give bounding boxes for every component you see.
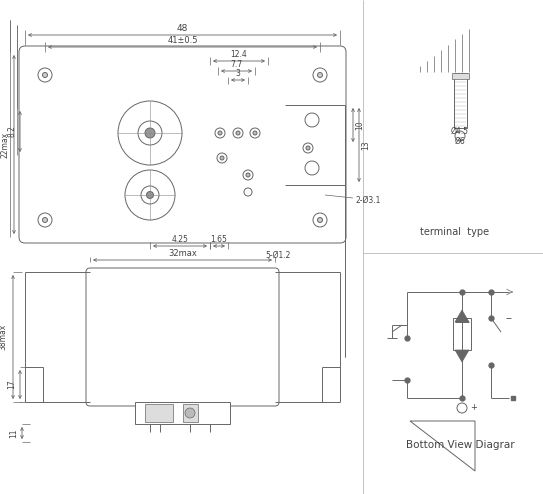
Bar	[285, 105, 345, 185]
Circle shape	[138, 121, 162, 145]
Circle shape	[313, 213, 327, 227]
Text: 2-Ø3.1: 2-Ø3.1	[355, 196, 381, 205]
Bar	[145, 404, 173, 422]
Text: 10: 10	[356, 120, 364, 130]
Circle shape	[215, 128, 225, 138]
Circle shape	[306, 146, 310, 150]
Bar	[452, 73, 469, 79]
Bar	[454, 73, 467, 128]
Text: 7.7: 7.7	[230, 60, 243, 70]
Circle shape	[303, 143, 313, 153]
Circle shape	[253, 131, 257, 135]
Circle shape	[305, 113, 319, 127]
Circle shape	[233, 128, 243, 138]
Circle shape	[118, 101, 182, 165]
Circle shape	[125, 170, 175, 220]
Circle shape	[42, 217, 47, 222]
Circle shape	[147, 192, 154, 199]
Circle shape	[145, 128, 155, 138]
Text: Ø6: Ø6	[454, 136, 465, 146]
Text: 4.25: 4.25	[172, 236, 188, 245]
Text: Ø4.5: Ø4.5	[451, 126, 469, 135]
FancyBboxPatch shape	[19, 46, 346, 243]
Polygon shape	[455, 350, 469, 362]
FancyBboxPatch shape	[86, 268, 279, 406]
Circle shape	[246, 173, 250, 177]
Text: 1.65: 1.65	[211, 236, 228, 245]
Text: 5-Ø1.2: 5-Ø1.2	[266, 250, 291, 259]
Text: 11: 11	[9, 428, 18, 438]
Bar	[183, 404, 198, 422]
Text: 8.2: 8.2	[8, 125, 16, 137]
Text: 41±0.5: 41±0.5	[167, 37, 198, 45]
Circle shape	[455, 131, 465, 141]
Bar	[453, 318, 471, 350]
Text: 32max: 32max	[168, 249, 197, 258]
Circle shape	[244, 188, 252, 196]
Circle shape	[318, 73, 323, 78]
Bar	[135, 402, 230, 424]
Text: 17: 17	[8, 380, 16, 389]
Circle shape	[313, 68, 327, 82]
Circle shape	[141, 186, 159, 204]
Circle shape	[220, 156, 224, 160]
Text: +: +	[471, 404, 477, 412]
Circle shape	[457, 403, 467, 413]
Circle shape	[218, 131, 222, 135]
Text: terminal  type: terminal type	[420, 227, 490, 237]
Text: 12.4: 12.4	[231, 50, 248, 59]
Polygon shape	[455, 310, 469, 322]
Text: 38max: 38max	[0, 324, 8, 350]
Circle shape	[38, 213, 52, 227]
Circle shape	[42, 73, 47, 78]
Polygon shape	[145, 404, 173, 418]
Circle shape	[236, 131, 240, 135]
Text: Bottom View Diagrar: Bottom View Diagrar	[406, 440, 514, 450]
Circle shape	[185, 408, 195, 418]
Circle shape	[318, 217, 323, 222]
Text: 22max: 22max	[1, 131, 9, 158]
Circle shape	[243, 170, 253, 180]
Text: 48: 48	[177, 25, 188, 34]
Circle shape	[305, 161, 319, 175]
Circle shape	[250, 128, 260, 138]
Circle shape	[38, 68, 52, 82]
Text: 13: 13	[362, 140, 370, 150]
Circle shape	[217, 153, 227, 163]
Text: 3: 3	[236, 70, 241, 79]
